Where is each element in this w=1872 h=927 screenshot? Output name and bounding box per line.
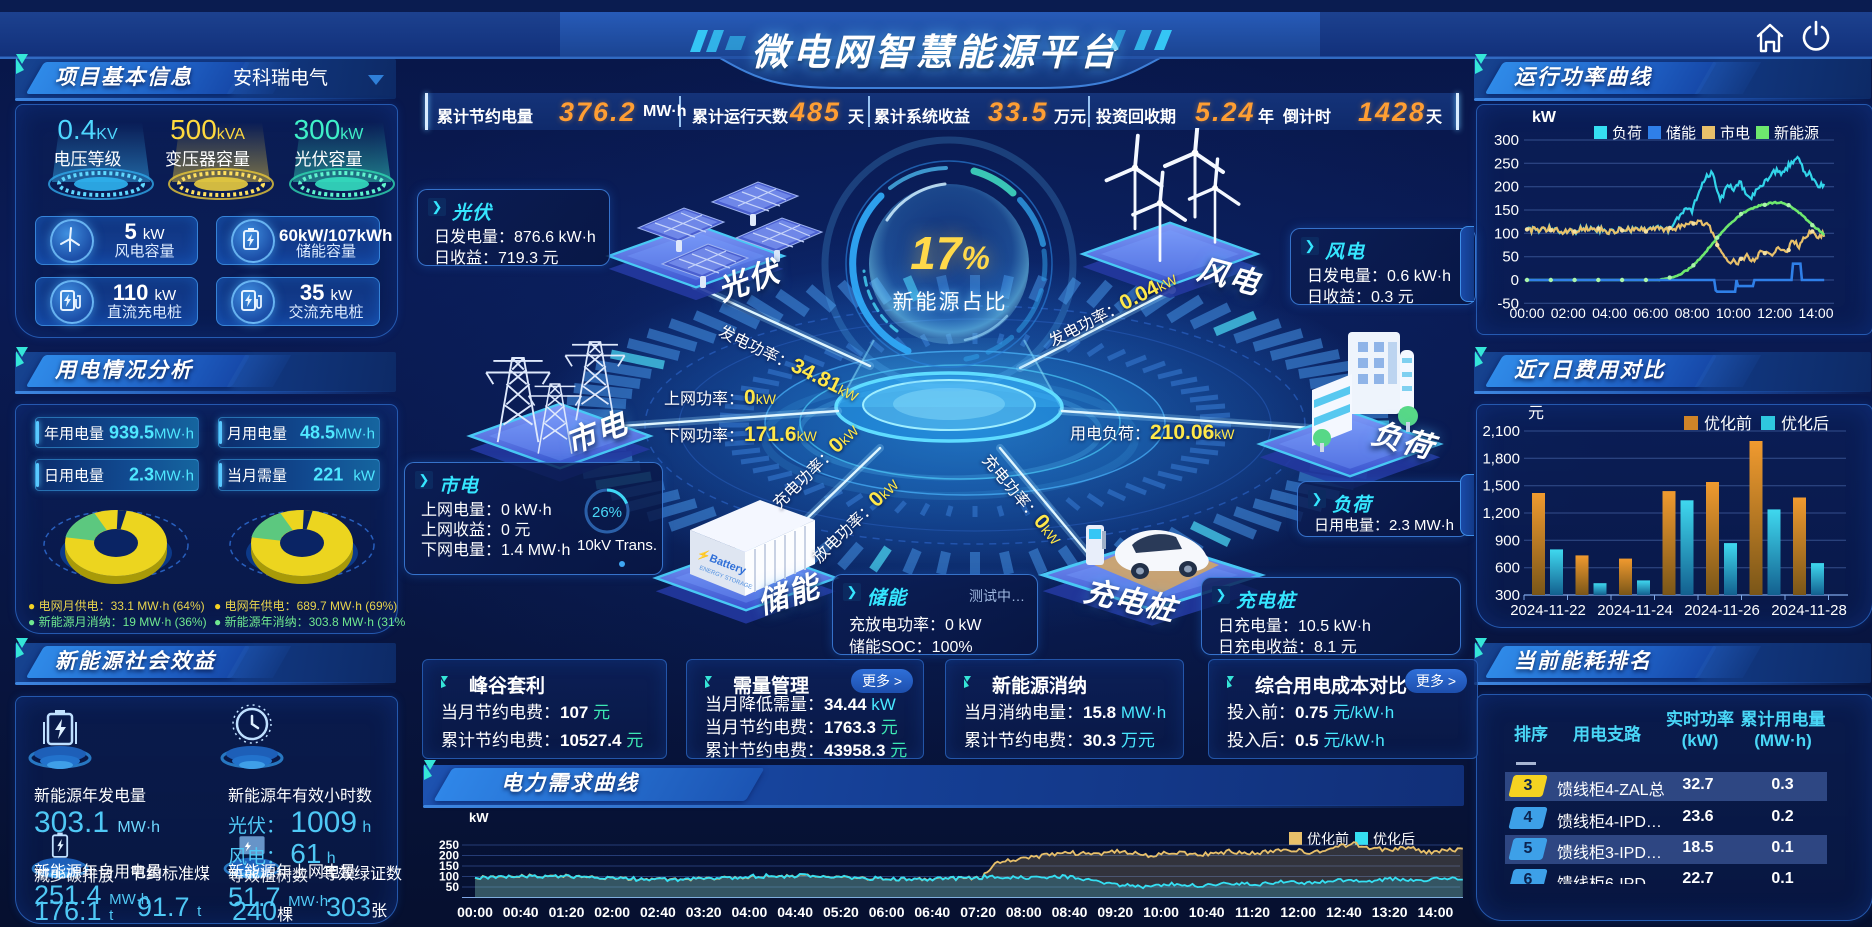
svg-text:12:00: 12:00	[1280, 904, 1316, 920]
svg-text:1,200: 1,200	[1482, 505, 1520, 522]
svg-text:06:00: 06:00	[869, 904, 905, 920]
svg-text:900: 900	[1495, 532, 1520, 549]
svg-text:08:40: 08:40	[1052, 904, 1088, 920]
svg-text:市电: 市电	[1720, 125, 1750, 142]
svg-text:150: 150	[439, 859, 459, 873]
svg-text:13:20: 13:20	[1372, 904, 1408, 920]
svg-text:300: 300	[1495, 587, 1520, 604]
svg-text:2,100: 2,100	[1482, 423, 1520, 440]
svg-text:04:40: 04:40	[777, 904, 813, 920]
svg-text:kW: kW	[1532, 109, 1557, 126]
svg-text:优化前: 优化前	[1307, 831, 1349, 847]
svg-text:02:40: 02:40	[640, 904, 676, 920]
svg-text:600: 600	[1495, 560, 1520, 577]
svg-text:kW: kW	[469, 810, 489, 825]
svg-text:250: 250	[1494, 155, 1519, 172]
svg-text:10:40: 10:40	[1189, 904, 1225, 920]
svg-text:08:00: 08:00	[1675, 305, 1710, 321]
svg-text:04:00: 04:00	[1592, 305, 1627, 321]
svg-text:05:20: 05:20	[823, 904, 859, 920]
svg-text:-50: -50	[1497, 295, 1519, 312]
svg-text:150: 150	[1494, 202, 1519, 219]
svg-text:00:00: 00:00	[1509, 305, 1544, 321]
svg-text:04:00: 04:00	[731, 904, 767, 920]
svg-text:0: 0	[1511, 272, 1519, 289]
svg-text:优化前: 优化前	[1704, 415, 1752, 433]
svg-text:00:00: 00:00	[457, 904, 493, 920]
svg-text:02:00: 02:00	[594, 904, 630, 920]
svg-text:优化后: 优化后	[1373, 831, 1415, 847]
svg-text:新能源: 新能源	[1774, 125, 1819, 142]
svg-text:50: 50	[446, 880, 460, 894]
svg-text:200: 200	[439, 849, 459, 863]
svg-text:06:00: 06:00	[1633, 305, 1668, 321]
svg-text:01:20: 01:20	[549, 904, 585, 920]
svg-text:12:40: 12:40	[1326, 904, 1362, 920]
svg-text:300: 300	[1494, 132, 1519, 149]
svg-text:优化后: 优化后	[1781, 415, 1829, 433]
svg-text:100: 100	[1494, 225, 1519, 242]
svg-text:2024-11-28: 2024-11-28	[1771, 602, 1847, 619]
svg-text:2024-11-24: 2024-11-24	[1597, 602, 1673, 619]
svg-text:2024-11-26: 2024-11-26	[1684, 602, 1760, 619]
svg-text:储能: 储能	[1666, 125, 1696, 142]
svg-text:06:40: 06:40	[914, 904, 950, 920]
svg-text:10:00: 10:00	[1716, 305, 1751, 321]
svg-text:00:40: 00:40	[503, 904, 539, 920]
svg-text:200: 200	[1494, 179, 1519, 196]
svg-text:1,800: 1,800	[1482, 450, 1520, 467]
svg-text:08:00: 08:00	[1006, 904, 1042, 920]
svg-text:1,500: 1,500	[1482, 478, 1520, 495]
svg-text:26%: 26%	[592, 504, 622, 521]
svg-text:元: 元	[1528, 405, 1544, 422]
svg-text:14:00: 14:00	[1798, 305, 1833, 321]
svg-text:07:20: 07:20	[960, 904, 996, 920]
svg-text:负荷: 负荷	[1612, 125, 1642, 142]
svg-text:250: 250	[439, 838, 459, 852]
svg-text:03:20: 03:20	[686, 904, 722, 920]
svg-text:100: 100	[439, 870, 459, 884]
svg-text:14:00: 14:00	[1417, 904, 1453, 920]
svg-text:50: 50	[1502, 249, 1519, 266]
svg-text:09:20: 09:20	[1097, 904, 1133, 920]
svg-text:2024-11-22: 2024-11-22	[1510, 602, 1586, 619]
svg-text:12:00: 12:00	[1757, 305, 1792, 321]
svg-text:02:00: 02:00	[1551, 305, 1586, 321]
svg-text:10:00: 10:00	[1143, 904, 1179, 920]
svg-text:11:20: 11:20	[1235, 904, 1270, 920]
